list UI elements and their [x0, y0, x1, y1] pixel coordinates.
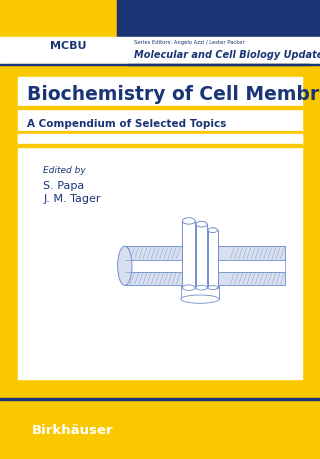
Text: A Compendium of Selected Topics: A Compendium of Selected Topics	[27, 119, 227, 129]
Text: Biochemistry of Cell Membranes: Biochemistry of Cell Membranes	[27, 84, 320, 104]
Ellipse shape	[208, 228, 218, 233]
Text: J. M. Tager: J. M. Tager	[43, 194, 101, 204]
Bar	[18, 145, 302, 148]
Bar	[208, 231, 218, 288]
Bar	[117, 0, 320, 38]
Bar	[18, 131, 302, 135]
Bar	[125, 272, 285, 285]
Bar	[18, 106, 302, 110]
Bar	[181, 286, 219, 300]
Bar	[0, 398, 320, 400]
Text: MCBU: MCBU	[50, 41, 86, 51]
Bar	[0, 399, 320, 459]
Text: Birkhäuser: Birkhäuser	[32, 423, 114, 436]
Ellipse shape	[181, 296, 219, 304]
Text: Molecular and Cell Biology Updates: Molecular and Cell Biology Updates	[134, 50, 320, 60]
Ellipse shape	[196, 285, 207, 291]
Text: S. Papa: S. Papa	[43, 180, 84, 190]
Bar	[128, 65, 310, 66]
Bar	[0, 38, 320, 65]
Bar	[0, 65, 320, 75]
Bar	[18, 78, 302, 379]
Bar	[125, 247, 285, 260]
Text: Series Editors: Angelo Azzi / Lester Packer: Series Editors: Angelo Azzi / Lester Pac…	[134, 40, 245, 45]
Ellipse shape	[208, 286, 218, 290]
Text: Edited by: Edited by	[43, 165, 86, 174]
Bar	[18, 135, 302, 145]
Ellipse shape	[196, 222, 207, 228]
Ellipse shape	[182, 218, 195, 225]
Ellipse shape	[182, 285, 195, 291]
Ellipse shape	[118, 247, 132, 285]
Bar	[196, 225, 207, 288]
Bar	[182, 222, 195, 288]
Bar	[0, 65, 320, 66]
